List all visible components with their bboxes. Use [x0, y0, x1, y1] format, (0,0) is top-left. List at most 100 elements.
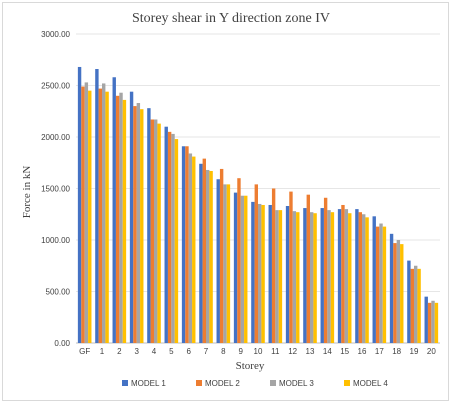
bar-model-4-11	[278, 210, 283, 343]
bars	[77, 66, 439, 344]
x-tick-label: 11	[271, 347, 280, 356]
bar-model-3-16	[362, 214, 366, 343]
bar-model-2-1	[98, 88, 102, 343]
bar-model-2-10	[254, 184, 258, 343]
x-tick-label: 7	[204, 347, 209, 356]
bar-model-2-20	[427, 302, 432, 343]
bar-model-2-8	[219, 168, 224, 343]
bar-model-2-13	[306, 194, 310, 343]
bar-model-4-6	[192, 156, 196, 343]
bar-model-4-7	[209, 170, 213, 343]
legend-swatch	[122, 380, 128, 386]
bar-model-1-16	[355, 209, 359, 343]
bar-model-4-14	[330, 212, 335, 343]
bar-model-1-7	[199, 163, 203, 343]
x-tick-label: 1	[100, 347, 105, 356]
x-tick-label: 16	[358, 347, 367, 356]
y-tick-label: 1000.00	[41, 236, 70, 245]
x-tick-label: 17	[375, 347, 384, 356]
bar-model-3-17	[379, 223, 383, 343]
bar-model-3-3	[136, 103, 141, 343]
y-tick-label: 3000.00	[41, 30, 70, 39]
legend-label: MODEL 2	[205, 379, 240, 388]
bar-model-4-18	[400, 244, 404, 343]
bar-model-4-13	[313, 213, 317, 343]
x-tick-label: 6	[186, 347, 191, 356]
bar-model-4-17	[382, 226, 387, 343]
x-tick-label: 8	[221, 347, 226, 356]
bar-model-2-18	[393, 243, 397, 343]
bar-model-3-6	[188, 153, 193, 343]
bar-model-4-8	[226, 184, 231, 343]
legend-label: MODEL 1	[131, 379, 166, 388]
bar-model-2-19	[410, 268, 414, 343]
bar-model-1-gf	[77, 66, 82, 344]
bar-model-1-9	[233, 192, 238, 343]
bar-model-4-5	[174, 139, 179, 343]
x-tick-label: 20	[427, 347, 436, 356]
bar-model-1-18	[389, 233, 394, 343]
bar-model-3-15	[344, 209, 349, 343]
bar-model-2-12	[289, 191, 293, 343]
x-tick-label: 13	[306, 347, 315, 356]
bar-model-4-19	[417, 268, 421, 343]
x-tick-labels: GF 1 2 3 4 5 6 7 8 9 10 11 12 13 14 15 16 17 18 19 20	[79, 347, 436, 356]
bar-model-3-9	[240, 195, 245, 343]
bar-model-2-5	[167, 131, 172, 343]
bar-model-3-7	[206, 169, 210, 343]
x-tick-label: 19	[410, 347, 419, 356]
legend-label: MODEL 4	[353, 379, 388, 388]
chart-title: Storey shear in Y direction zone IV	[132, 11, 330, 26]
legend: MODEL 1 MODEL 2 MODEL 3 MODEL 4	[122, 379, 388, 388]
bar-model-2-4	[150, 119, 154, 344]
y-tick-label: 2000.00	[41, 133, 70, 142]
bar-model-1-15	[337, 209, 342, 343]
bar-model-1-10	[251, 201, 255, 343]
x-tick-label: 4	[152, 347, 157, 356]
bar-model-1-6	[181, 146, 186, 343]
y-tick-label: 0.00	[54, 339, 70, 348]
bar-model-1-1	[95, 69, 99, 344]
bar-model-4-2	[122, 99, 127, 343]
bar-model-1-3	[129, 91, 134, 344]
bar-model-1-19	[407, 260, 411, 343]
bar-model-2-gf	[81, 86, 85, 343]
bar-model-1-13	[303, 208, 307, 343]
bar-model-4-3	[140, 109, 144, 343]
x-tick-label: 15	[340, 347, 349, 356]
bar-model-1-12	[285, 206, 290, 343]
bar-model-3-18	[396, 240, 401, 343]
bar-model-3-2	[119, 92, 123, 344]
legend-swatch	[344, 380, 350, 386]
x-tick-label: 3	[134, 347, 139, 356]
bar-model-3-1	[102, 83, 106, 343]
legend-swatch	[196, 380, 202, 386]
bar-model-3-11	[275, 210, 279, 343]
bar-model-2-16	[358, 212, 362, 343]
bar-model-4-gf	[88, 90, 92, 344]
bar-model-1-11	[268, 204, 272, 343]
x-tick-label: GF	[79, 347, 90, 356]
bar-model-4-16	[365, 217, 369, 343]
x-tick-label: 10	[254, 347, 263, 356]
bar-model-1-8	[216, 179, 220, 343]
bar-model-3-13	[310, 212, 314, 343]
bar-model-3-20	[431, 300, 435, 343]
bar-model-1-17	[372, 216, 376, 343]
bar-model-3-gf	[84, 82, 89, 343]
x-tick-label: 9	[238, 347, 243, 356]
legend-label: MODEL 3	[279, 379, 314, 388]
x-tick-label: 12	[288, 347, 297, 356]
bar-model-2-14	[323, 197, 328, 343]
x-tick-label: 5	[169, 347, 174, 356]
bar-model-2-17	[375, 226, 380, 343]
bar-model-2-15	[341, 204, 345, 343]
y-tick-label: 2500.00	[41, 82, 70, 91]
bar-model-2-2	[115, 95, 120, 343]
bar-model-3-8	[223, 184, 227, 343]
x-tick-label: 2	[117, 347, 122, 356]
bar-model-4-4	[157, 123, 161, 343]
bar-model-3-10	[258, 203, 262, 343]
y-axis-label: Force in kN	[21, 166, 33, 219]
